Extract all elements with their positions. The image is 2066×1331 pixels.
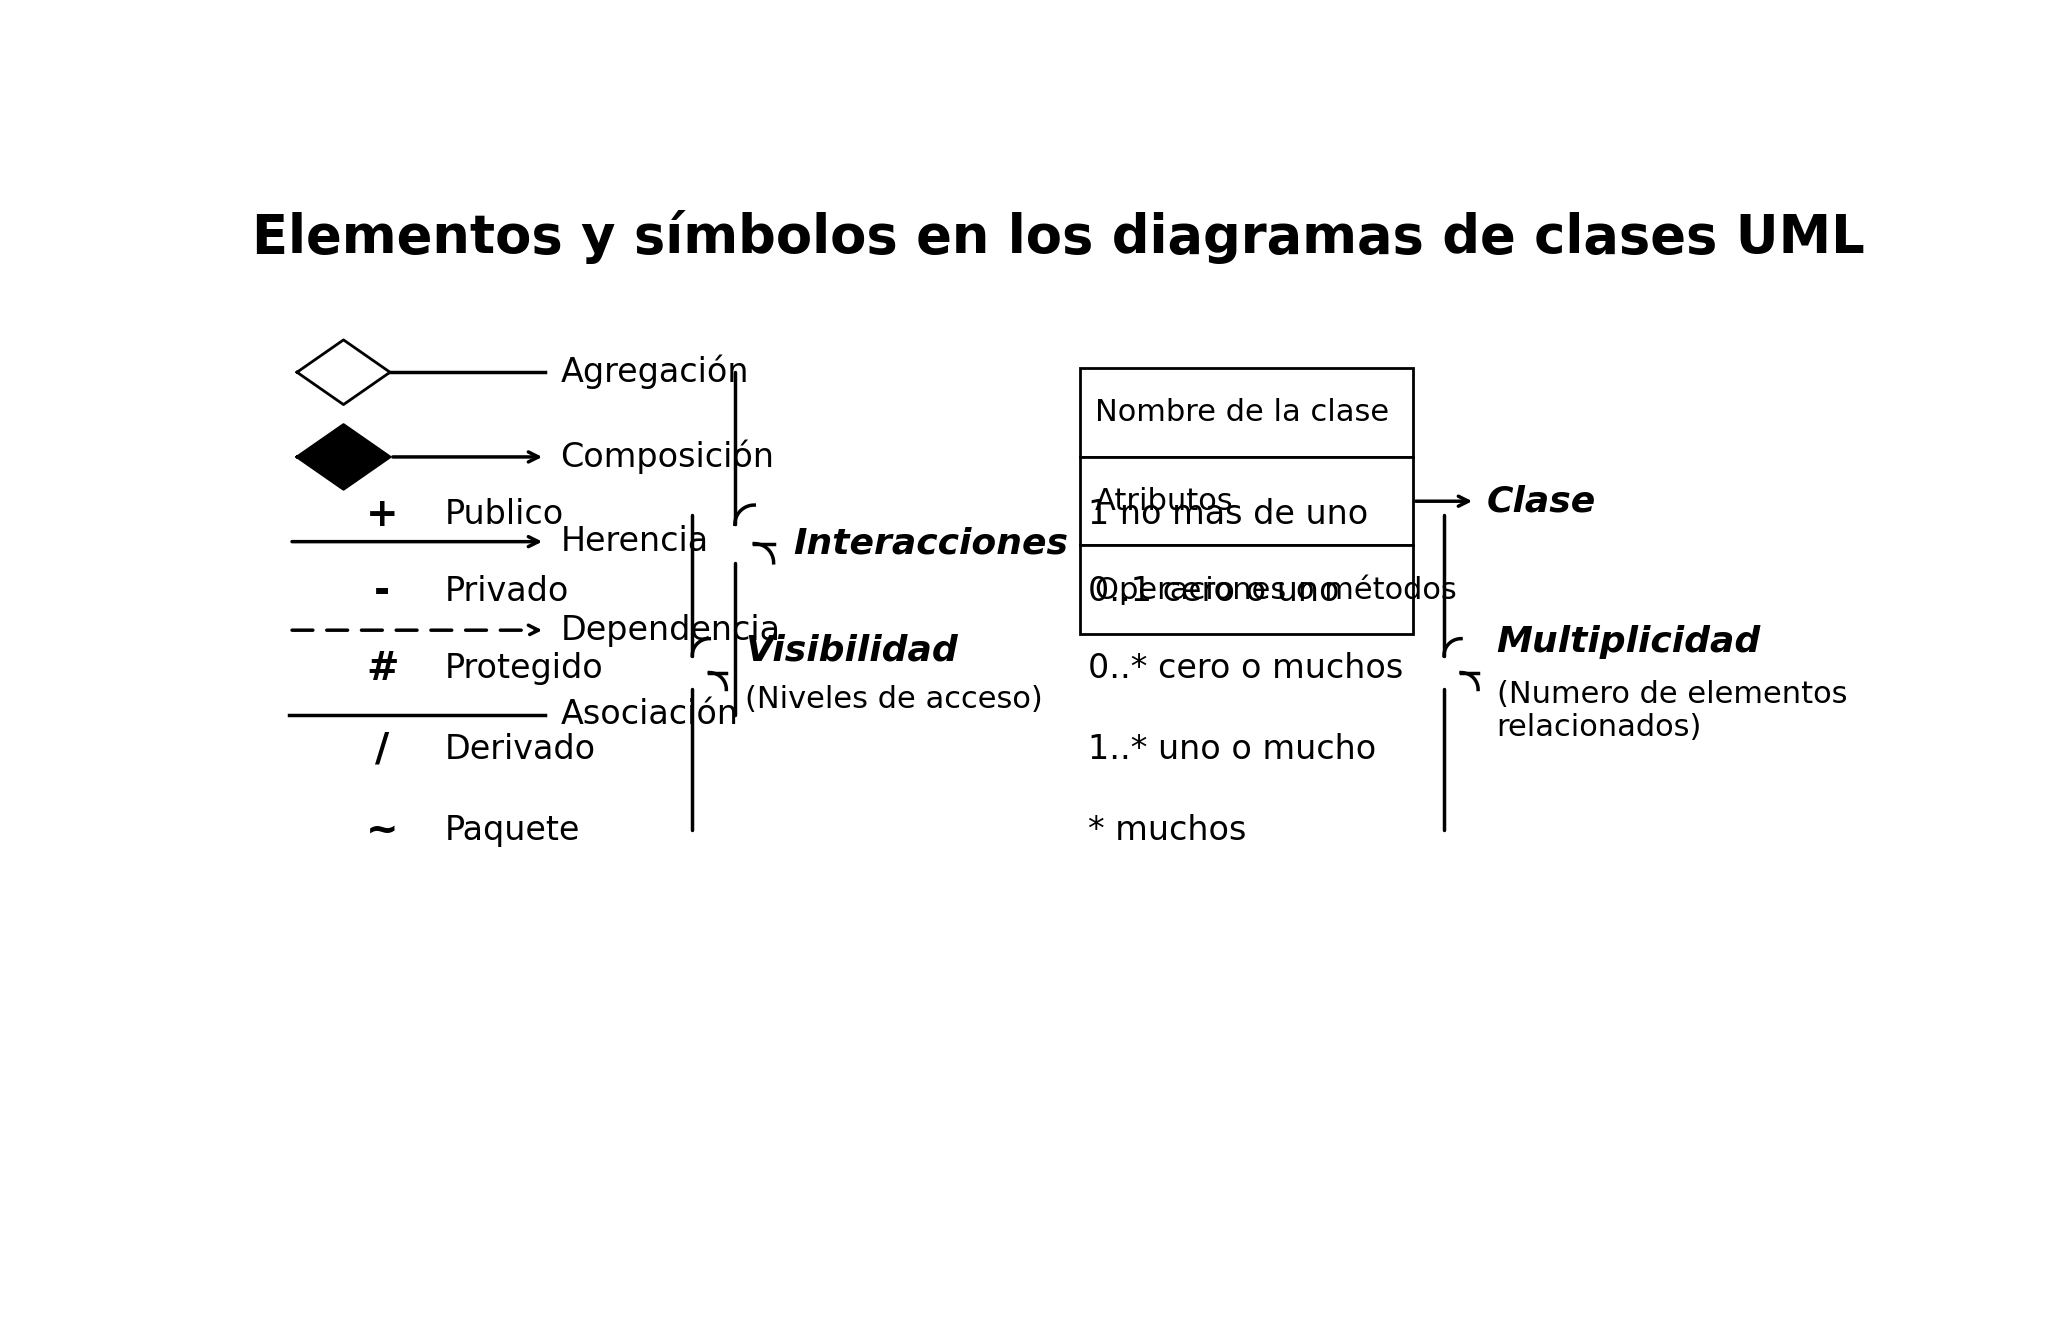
Text: Composición: Composición <box>560 439 775 474</box>
Text: Nombre de la clase: Nombre de la clase <box>1095 398 1388 427</box>
Text: Agregación: Agregación <box>560 355 750 390</box>
Text: Asociación: Asociación <box>560 699 738 732</box>
Text: Operaciones o métodos: Operaciones o métodos <box>1095 575 1457 606</box>
Polygon shape <box>298 425 390 490</box>
Text: /: / <box>376 731 388 768</box>
Text: 0..1 cero o uno: 0..1 cero o uno <box>1087 575 1339 608</box>
Text: #: # <box>366 650 399 688</box>
Text: Herencia: Herencia <box>560 526 709 558</box>
Text: Dependencia: Dependencia <box>560 614 781 647</box>
Text: 0..* cero o muchos: 0..* cero o muchos <box>1087 652 1403 685</box>
Text: * muchos: * muchos <box>1087 813 1246 847</box>
Bar <box>1081 457 1413 546</box>
Text: Elementos y símbolos en los diagramas de clases UML: Elementos y símbolos en los diagramas de… <box>252 210 1866 265</box>
Text: -: - <box>374 572 390 611</box>
Text: Protegido: Protegido <box>444 652 603 685</box>
Text: 1 no mas de uno: 1 no mas de uno <box>1087 498 1368 531</box>
Text: Visibilidad: Visibilidad <box>746 634 959 668</box>
Bar <box>1081 546 1413 634</box>
Bar <box>1081 369 1413 457</box>
Text: Interacciones: Interacciones <box>793 527 1068 560</box>
Text: Publico: Publico <box>444 498 564 531</box>
Text: (Numero de elementos
relacionados): (Numero de elementos relacionados) <box>1496 680 1847 743</box>
Text: Derivado: Derivado <box>444 733 595 767</box>
Text: Multiplicidad: Multiplicidad <box>1496 624 1760 659</box>
Text: (Niveles de acceso): (Niveles de acceso) <box>746 685 1043 713</box>
Text: Privado: Privado <box>444 575 568 608</box>
Text: 1..* uno o mucho: 1..* uno o mucho <box>1087 733 1376 767</box>
Text: Paquete: Paquete <box>444 813 581 847</box>
Text: Atributos: Atributos <box>1095 487 1233 515</box>
Text: ~: ~ <box>366 812 399 849</box>
Text: +: + <box>366 495 399 534</box>
Text: Clase: Clase <box>1488 484 1595 518</box>
